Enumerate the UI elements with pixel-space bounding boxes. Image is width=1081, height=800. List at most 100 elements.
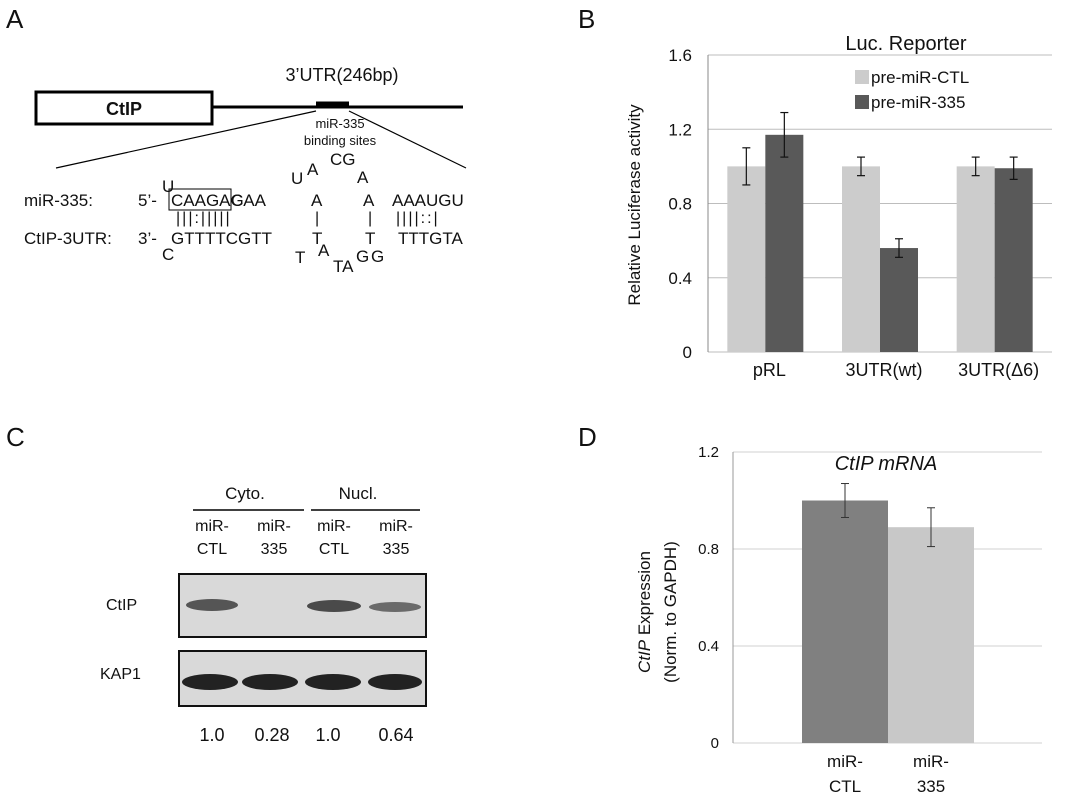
ctip-gene-label: CtIP [106, 99, 142, 119]
mir-prefix: 5’- [138, 191, 157, 210]
zoom-line-right [348, 110, 467, 169]
lane-header-4: miR- 335 [379, 518, 413, 558]
utr-tail: TTTGTA [398, 229, 463, 248]
mir-cg: CG [330, 150, 356, 169]
lane-header-2: miR- 335 [257, 518, 291, 558]
pair-right: ||||::| [396, 210, 440, 227]
quant-2: 0.28 [254, 725, 289, 745]
chart-b-legend-label: pre-miR-CTL [871, 68, 969, 87]
chart-b-bar [880, 248, 918, 352]
mir-a3: A [311, 191, 323, 210]
mir-a1: A [307, 160, 319, 179]
mir-a4: A [363, 191, 375, 210]
kap1-band-4 [368, 674, 422, 690]
utr-seq-label: CtIP-3UTR: [24, 229, 112, 248]
mir-seq-rest: CAA [231, 191, 267, 210]
utr-g1: G [356, 247, 369, 266]
panel-a: CtIP 3’UTR(246bp) miR-335 binding sites … [24, 65, 467, 276]
chart-b-bar [956, 166, 995, 352]
ctip-band-4 [369, 602, 421, 612]
chart-b-xtick-label: 3UTR(wt) [846, 360, 923, 380]
chart-b-ytick-label: 0.8 [668, 195, 692, 214]
utr-ta: TA [333, 257, 354, 276]
chart-d-ytick-label: 1.2 [698, 444, 719, 461]
panel-letter-b: B [578, 4, 595, 34]
pair-left: |||:||||| [176, 210, 232, 227]
binding-label-2: binding sites [304, 133, 377, 148]
chart-d-xtick-line2: CTL [829, 777, 861, 796]
quant-4: 0.64 [378, 725, 413, 745]
lane-2-line2: 335 [261, 541, 288, 558]
chart-d-ylabel-italic: CtIP [635, 639, 654, 673]
chart-b-ytick-label: 1.6 [668, 46, 692, 65]
quant-3: 1.0 [315, 725, 340, 745]
chart-d-bar [888, 527, 974, 743]
utr-a: A [318, 241, 330, 260]
chart-b-bar [842, 166, 880, 352]
chart-b-bar [994, 168, 1033, 352]
utr-t2: T [295, 248, 305, 267]
pair-mid-2: | [368, 210, 372, 227]
panel-letter-d: D [578, 422, 597, 452]
panel-letter-a: A [6, 4, 24, 34]
blot-ctip-label: CtIP [106, 597, 137, 614]
chart-b-xtick-label: pRL [753, 360, 786, 380]
mir-u-top: U [162, 177, 174, 196]
pair-mid-1: | [315, 210, 319, 227]
chart-b-xtick-label: 3UTR(Δ6) [958, 360, 1039, 380]
chart-b-title: Luc. Reporter [845, 33, 967, 55]
zoom-line-left [55, 110, 317, 169]
mir-label: miR-335: [24, 191, 93, 210]
utr-length-label: 3’UTR(246bp) [285, 65, 398, 85]
mir-tail: AAAUGU [392, 191, 464, 210]
chart-d-xtick-line2: 335 [917, 777, 945, 796]
mir-seed: CAAGAG [171, 191, 244, 210]
chart-d-ytick-label: 0.8 [698, 541, 719, 558]
chart-d-xtick-line1: miR- [913, 752, 949, 771]
group-cyto-label: Cyto. [225, 484, 265, 503]
chart-b-ytick-label: 0.4 [668, 269, 692, 288]
lane-header-3: miR- CTL [317, 518, 351, 558]
lane-4-line1: miR- [379, 518, 413, 535]
chart-b-legend-label: pre-miR-335 [871, 93, 965, 112]
panel-c: Cyto. Nucl. miR- CTL miR- 335 miR- CTL m… [100, 484, 427, 745]
chart-d-ylabel-rest: Expression [635, 551, 654, 640]
chart-luc-reporter: Luc. Reporter Relative Luciferase activi… [625, 33, 1052, 380]
blot-kap1-label: KAP1 [100, 666, 141, 683]
lane-3-line1: miR- [317, 518, 351, 535]
chart-b-ylabel: Relative Luciferase activity [625, 104, 644, 306]
lane-1-line1: miR- [195, 518, 229, 535]
utr-g2: G [371, 247, 384, 266]
chart-d-title: CtIP mRNA [835, 453, 938, 475]
utr-seq: GTTTTCGTT [171, 229, 272, 248]
chart-d-xtick-line1: miR- [827, 752, 863, 771]
ctip-gene-box [34, 90, 214, 126]
utr-t3: T [365, 229, 375, 248]
mir-u-loop: U [291, 169, 303, 188]
lane-3-line2: CTL [319, 541, 349, 558]
kap1-band-3 [305, 674, 361, 690]
lane-1-line2: CTL [197, 541, 227, 558]
chart-b-ytick-label: 1.2 [668, 120, 692, 139]
chart-d-ylabel-1: CtIP Expression [635, 551, 654, 673]
ctip-band-1 [186, 599, 238, 611]
chart-d-ytick-label: 0 [711, 735, 719, 752]
panel-letter-c: C [6, 422, 25, 452]
quant-1: 1.0 [199, 725, 224, 745]
chart-b-ytick-label: 0 [683, 343, 692, 362]
kap1-band-2 [242, 674, 298, 690]
chart-d-ylabel-2: (Norm. to GAPDH) [661, 541, 680, 683]
chart-ctip-mrna: CtIP mRNA CtIP Expression (Norm. to GAPD… [635, 444, 1042, 796]
chart-b-legend-swatch [855, 70, 869, 84]
group-nucl-label: Nucl. [339, 484, 378, 503]
seed-box [168, 188, 232, 211]
lane-header-1: miR- CTL [195, 518, 229, 558]
chart-d-bar [802, 500, 888, 743]
chart-b-bar [727, 166, 766, 352]
ctip-band-3 [307, 600, 361, 612]
lane-4-line2: 335 [383, 541, 410, 558]
mir-a2: A [357, 168, 369, 187]
lane-2-line1: miR- [257, 518, 291, 535]
binding-label-1: miR-335 [315, 116, 364, 131]
